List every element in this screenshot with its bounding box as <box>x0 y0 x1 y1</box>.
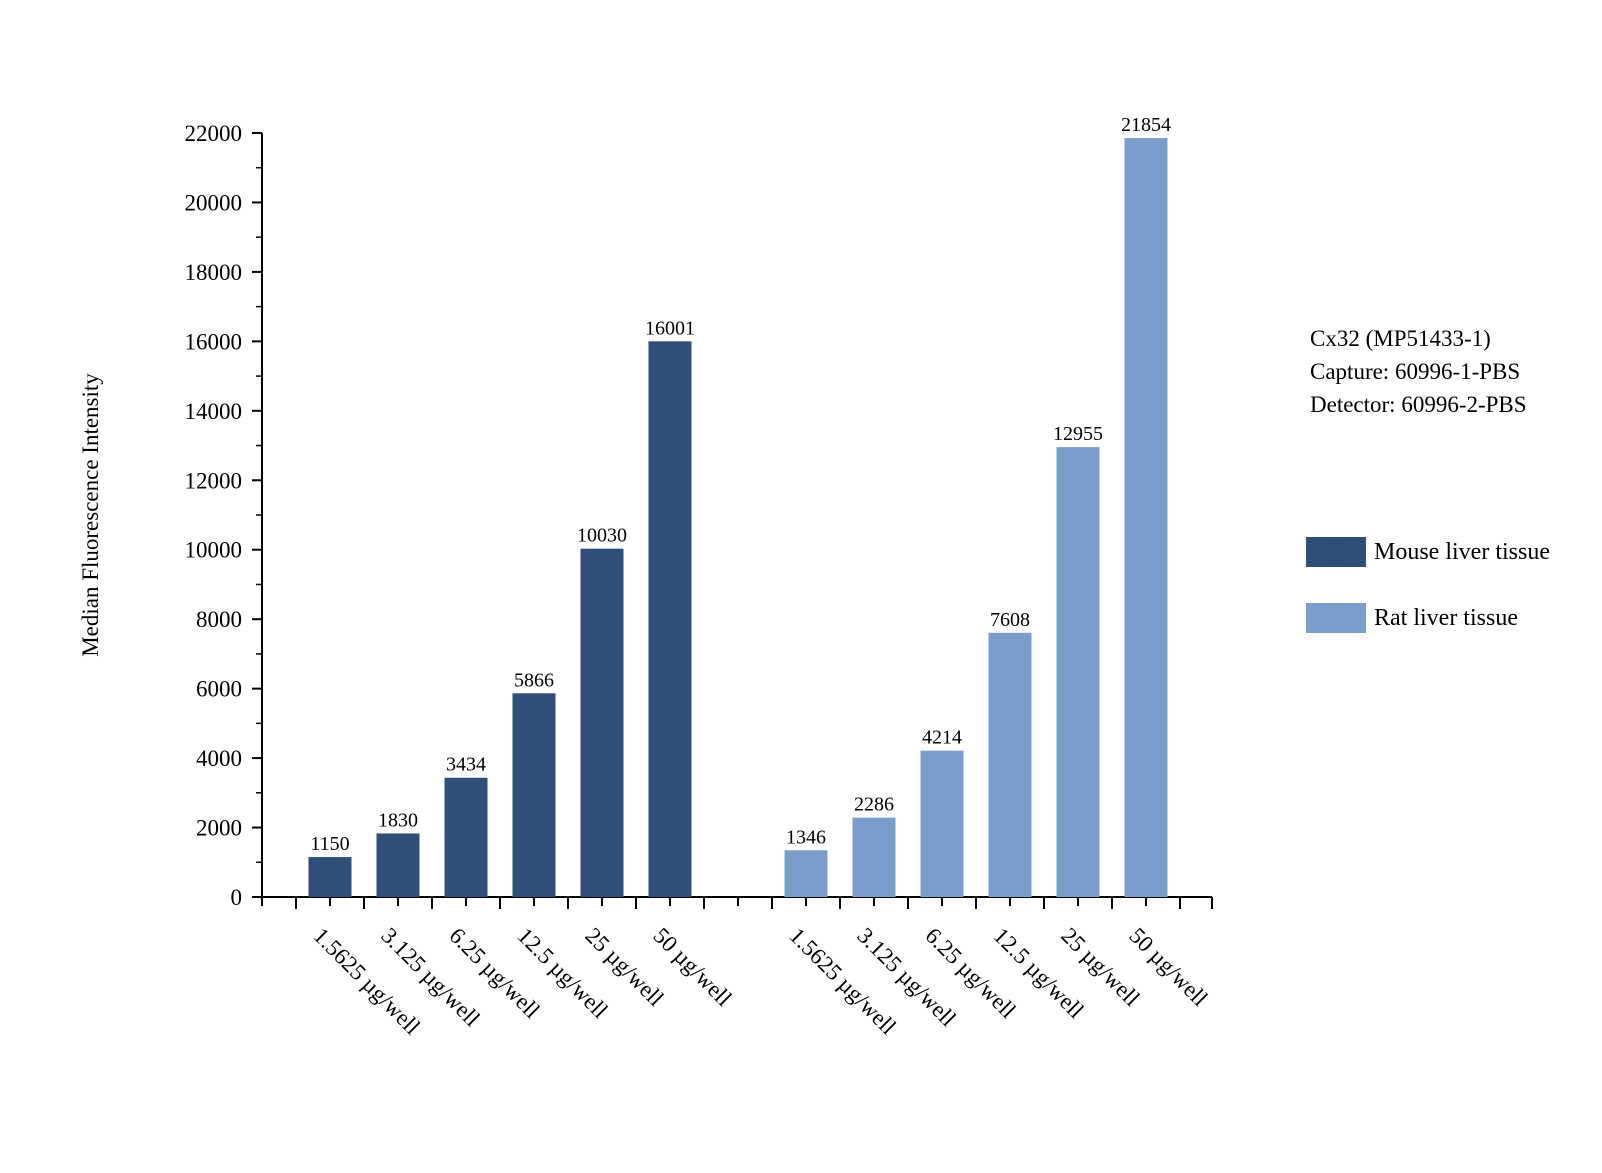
y-tick-label: 10000 <box>185 538 243 563</box>
bar <box>988 632 1032 897</box>
bar-value-label: 1346 <box>786 826 826 848</box>
bar-value-label: 2286 <box>854 794 894 816</box>
bar <box>580 548 624 897</box>
assay-info: Cx32 (MP51433-1) Capture: 60996-1-PBS De… <box>1310 322 1527 421</box>
legend-item-mouse: Mouse liver tissue <box>1306 536 1550 568</box>
bar-value-label: 16001 <box>645 317 695 339</box>
assay-capture: Capture: 60996-1-PBS <box>1310 359 1521 384</box>
legend-label-mouse: Mouse liver tissue <box>1374 538 1550 565</box>
y-tick-label: 8000 <box>196 607 242 632</box>
bar-value-label: 12955 <box>1053 423 1103 445</box>
y-tick-label: 4000 <box>196 746 242 771</box>
bar-value-label: 3434 <box>446 754 486 776</box>
bar <box>648 341 692 897</box>
y-tick-label: 0 <box>231 885 243 910</box>
bar <box>1124 138 1168 897</box>
bar-value-label: 5866 <box>514 669 554 691</box>
y-tick-label: 2000 <box>196 816 242 841</box>
y-tick-label: 16000 <box>185 329 243 354</box>
bar-value-label: 21854 <box>1121 114 1171 136</box>
bar-value-label: 10030 <box>577 525 627 547</box>
legend-item-rat: Rat liver tissue <box>1306 602 1550 634</box>
legend-swatch-rat <box>1306 603 1366 633</box>
y-tick-label: 22000 <box>185 121 243 146</box>
bar <box>444 777 488 897</box>
y-tick-label: 20000 <box>185 190 243 215</box>
bar <box>512 693 556 897</box>
bar-value-label: 4214 <box>922 727 962 749</box>
bar <box>1056 447 1100 897</box>
bar <box>376 833 420 897</box>
assay-detector: Detector: 60996-2-PBS <box>1310 392 1527 417</box>
bar <box>308 857 352 897</box>
legend: Mouse liver tissue Rat liver tissue <box>1306 536 1550 668</box>
y-tick-label: 6000 <box>196 677 242 702</box>
y-tick-label: 18000 <box>185 260 243 285</box>
bar <box>784 850 828 897</box>
y-tick-label: 12000 <box>185 468 243 493</box>
bar-value-label: 1150 <box>310 833 349 855</box>
bar <box>852 817 896 897</box>
y-tick-label: 14000 <box>185 399 243 424</box>
bar <box>920 750 964 897</box>
assay-target: Cx32 (MP51433-1) <box>1310 326 1491 351</box>
legend-label-rat: Rat liver tissue <box>1374 604 1518 631</box>
y-axis-title: Median Fluorescence Intensity <box>78 373 103 657</box>
bar-value-label: 7608 <box>990 609 1030 631</box>
bar-value-label: 1830 <box>378 809 418 831</box>
legend-swatch-mouse <box>1306 537 1366 567</box>
